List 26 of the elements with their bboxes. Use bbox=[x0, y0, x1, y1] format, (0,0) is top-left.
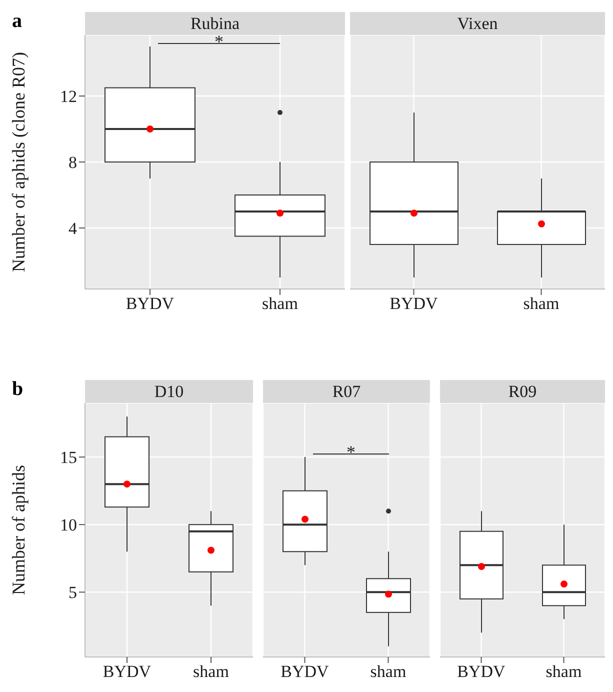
y-tick-label: 12 bbox=[60, 87, 77, 106]
chart-title: R07 bbox=[263, 380, 430, 403]
x-tick-label: sham bbox=[523, 294, 560, 314]
x-tick-label: BYDV bbox=[126, 294, 175, 314]
y-tick-label: 5 bbox=[68, 583, 77, 602]
x-tick-label: BYDV bbox=[457, 662, 506, 682]
y-axis-title: Number of aphids bbox=[8, 465, 28, 595]
y-tick-label: 15 bbox=[60, 448, 77, 468]
chart-title: Vixen bbox=[350, 12, 605, 35]
y-tick-label: 10 bbox=[60, 516, 77, 535]
x-tick-label: sham bbox=[262, 294, 298, 314]
x-tick-label: sham bbox=[193, 662, 229, 682]
text: a bbox=[12, 10, 22, 33]
annotation: * bbox=[346, 442, 356, 462]
y-tick-label: 4 bbox=[68, 219, 78, 238]
x-tick-label: BYDV bbox=[102, 662, 152, 682]
x-tick-label: sham bbox=[546, 662, 582, 682]
y-tick-label: 8 bbox=[68, 153, 77, 172]
chart-title: R09 bbox=[440, 380, 605, 403]
x-tick-label: BYDV bbox=[390, 294, 439, 314]
x-tick-label: sham bbox=[370, 662, 406, 682]
x-tick-label: BYDV bbox=[280, 662, 330, 682]
chart-title: D10 bbox=[85, 380, 253, 403]
y-axis-title: Number of aphids (clone R07) bbox=[8, 52, 28, 272]
text: b bbox=[12, 378, 24, 401]
chart-title: Rubina bbox=[85, 12, 345, 35]
